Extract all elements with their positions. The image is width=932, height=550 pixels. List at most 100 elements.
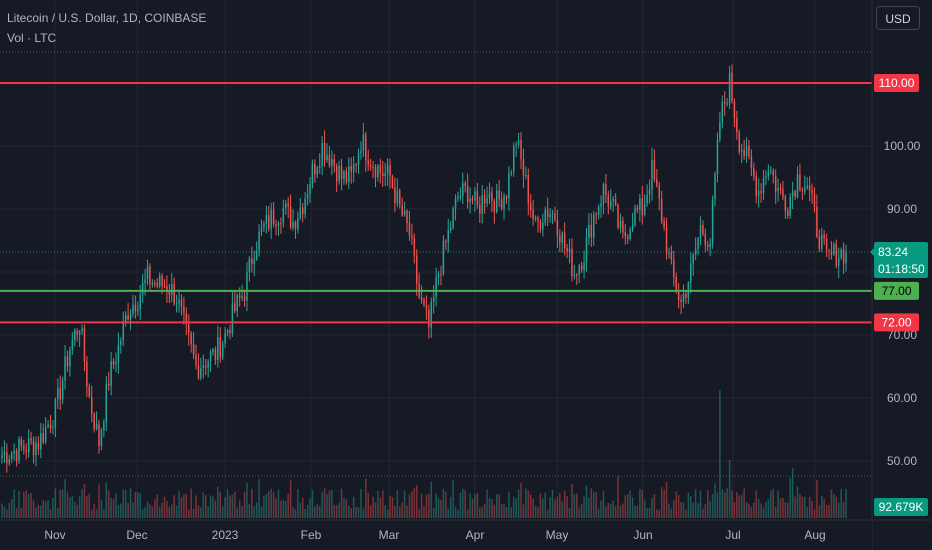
- candle-body: [52, 427, 54, 429]
- volume-bar: [568, 508, 571, 518]
- candle-body: [709, 243, 711, 247]
- volume-bar: [54, 488, 57, 518]
- volume-bar: [699, 490, 702, 518]
- volume-bar: [30, 492, 32, 518]
- candle-body: [413, 237, 416, 256]
- time-label-Jul: Jul: [725, 528, 740, 542]
- candle-body: [25, 449, 28, 453]
- horizontal-levels[interactable]: [0, 82, 872, 324]
- volume-bar: [10, 499, 13, 518]
- candle-body: [57, 387, 59, 399]
- volume-bar: [813, 509, 816, 518]
- price-tick-label: 90.00: [887, 202, 917, 216]
- candle-body: [253, 259, 255, 265]
- candle-body: [653, 160, 656, 180]
- volume-bar: [185, 494, 188, 518]
- candle-body: [479, 204, 481, 214]
- candle-body: [420, 297, 423, 300]
- volume-bar: [168, 506, 171, 518]
- volume-bar: [401, 502, 403, 518]
- volume-bar: [464, 490, 466, 518]
- candle-body: [428, 309, 430, 328]
- volume-bar: [357, 507, 360, 518]
- volume-bar: [449, 496, 452, 518]
- volume-bar: [808, 496, 811, 518]
- candle-body: [321, 142, 323, 166]
- volume-bar: [811, 500, 813, 518]
- volume-bar: [670, 508, 673, 518]
- candle-body: [103, 421, 105, 431]
- volume-bar: [835, 496, 838, 518]
- candle-body: [98, 423, 100, 447]
- volume-bar: [643, 499, 646, 518]
- candle-body: [15, 450, 18, 462]
- volume-indicator-label[interactable]: Vol · LTC: [7, 31, 57, 45]
- candle-body: [178, 299, 180, 304]
- volume-bar: [534, 505, 537, 518]
- candle-body: [241, 296, 243, 299]
- volume-bar: [546, 509, 549, 518]
- candle-body: [93, 413, 95, 430]
- volume-bar: [86, 495, 88, 518]
- volume-bar: [238, 500, 241, 518]
- volume-bar: [612, 500, 614, 518]
- time-axis[interactable]: [0, 520, 872, 550]
- candle-body: [105, 383, 108, 422]
- volume-bar: [619, 505, 622, 518]
- volume-bar: [816, 480, 818, 518]
- candle-body: [840, 249, 842, 258]
- volume-bar: [200, 507, 202, 518]
- candle-body: [192, 344, 195, 355]
- candle-body: [789, 196, 791, 216]
- volume-bar: [311, 489, 314, 518]
- volume-bar: [704, 504, 707, 518]
- candle-body: [49, 424, 52, 429]
- candle-body: [42, 433, 44, 443]
- volume-bar: [830, 489, 833, 518]
- candle-body: [200, 368, 202, 378]
- volume-bars: [1, 390, 847, 518]
- volume-bar: [90, 509, 93, 518]
- candle-body: [576, 274, 578, 276]
- volume-bar: [559, 492, 561, 518]
- volume-bar: [192, 508, 195, 518]
- candle-body: [372, 166, 374, 168]
- volume-bar: [309, 498, 311, 518]
- candle-body: [707, 245, 709, 247]
- volume-bar: [158, 506, 161, 518]
- volume-bar: [382, 490, 384, 518]
- candle-body: [163, 285, 166, 287]
- volume-bar: [369, 505, 372, 518]
- volume-bar: [323, 488, 326, 518]
- volume-bar: [474, 494, 476, 518]
- volume-bar: [527, 490, 530, 518]
- volume-bar: [837, 502, 840, 518]
- currency-button[interactable]: USD: [876, 6, 920, 30]
- candle-body: [238, 295, 241, 299]
- candle-body: [520, 139, 522, 160]
- volume-bar: [777, 490, 779, 518]
- volume-bar: [285, 500, 287, 518]
- candle-body: [493, 201, 496, 213]
- volume-bar: [770, 490, 772, 518]
- candle-body: [81, 328, 83, 332]
- candle-body: [369, 165, 372, 167]
- candle-body: [141, 282, 144, 295]
- volume-bar: [132, 502, 134, 518]
- candle-body: [648, 189, 651, 195]
- volume-bar: [551, 489, 554, 518]
- candle-body: [483, 194, 486, 204]
- candle-body: [658, 185, 661, 199]
- candle-body: [129, 313, 132, 320]
- candle-body: [47, 424, 49, 428]
- volume-bar: [306, 504, 309, 518]
- volume-bar: [430, 481, 433, 518]
- candle-body: [743, 149, 745, 157]
- volume-bar: [187, 509, 190, 518]
- volume-bar: [571, 483, 573, 518]
- candle-body: [425, 305, 428, 310]
- volume-bar: [81, 489, 83, 518]
